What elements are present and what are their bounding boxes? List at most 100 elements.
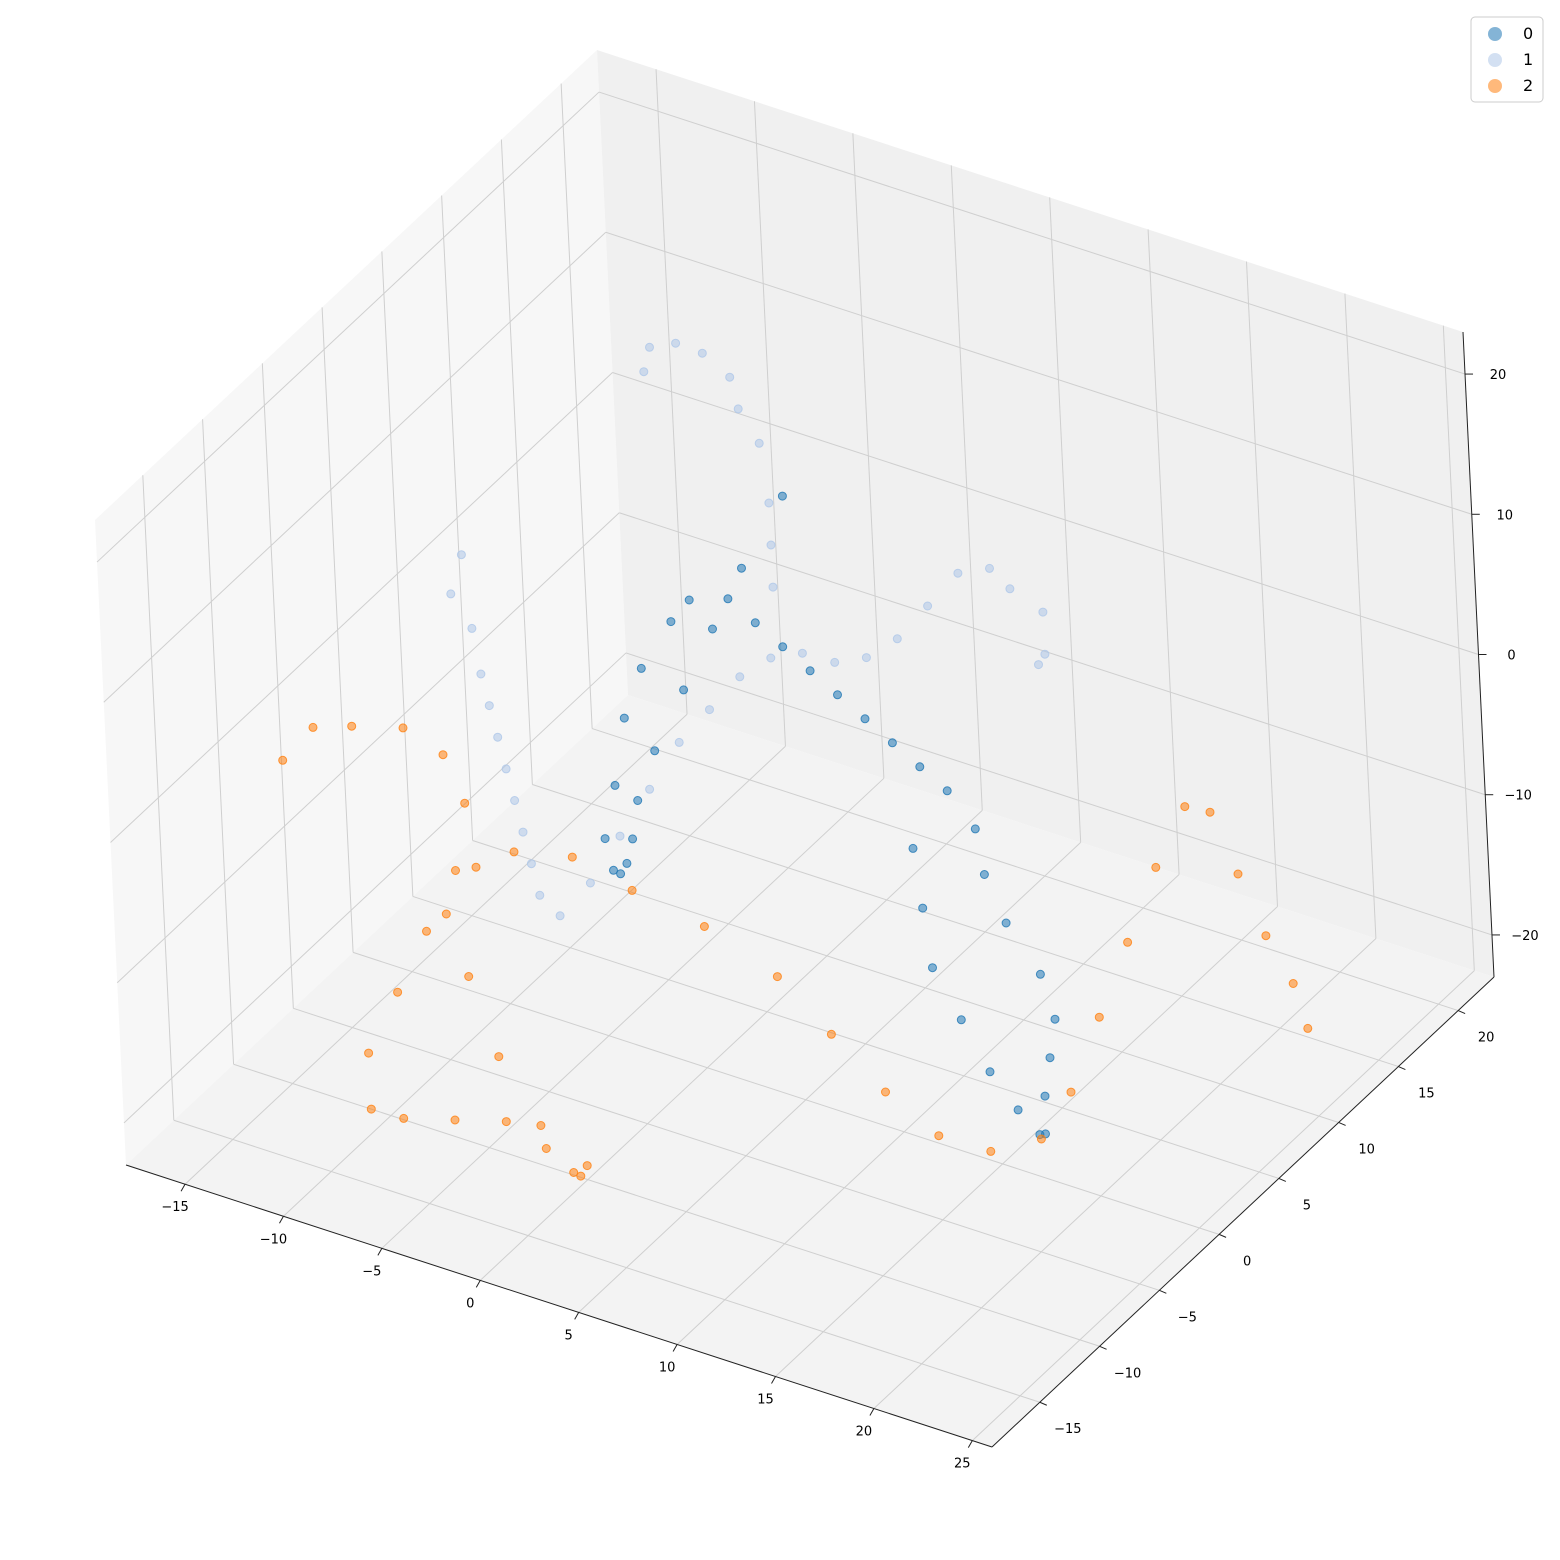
data-points (278, 338, 1313, 1181)
grid-y-floor (233, 1063, 1100, 1347)
y-tick-mark (1398, 1066, 1406, 1070)
grid-x-floor (479, 809, 983, 1281)
x-tick-label: 0 (466, 1296, 474, 1311)
grid-y-floor (412, 895, 1280, 1179)
scatter-point-series-2 (438, 750, 448, 760)
scatter-point-series-2 (772, 972, 782, 982)
scatter-point-series-1 (923, 601, 933, 611)
scatter-point-series-0 (956, 1015, 966, 1025)
scatter-point-series-1 (467, 623, 477, 633)
y-tick-label: −10 (1114, 1366, 1141, 1381)
grid-x-floor (578, 842, 1082, 1313)
y-tick-label: 20 (1478, 1031, 1495, 1046)
scatter-point-series-1 (476, 669, 486, 679)
z-tick-label: −20 (1511, 929, 1538, 944)
scatter-point-series-1 (768, 582, 778, 592)
grid-z-left (123, 652, 627, 1124)
grid-y-floor (293, 1007, 1160, 1291)
scatter-point-series-2 (451, 866, 460, 875)
scatter-point-series-0 (636, 663, 646, 673)
scatter-point-series-2 (541, 1144, 551, 1153)
y-tick-label: −15 (1054, 1422, 1081, 1437)
z-tick-label: 10 (1496, 508, 1513, 523)
y-tick-mark (1039, 1401, 1048, 1406)
grid-x-floor (381, 777, 885, 1249)
scatter-point-series-0 (737, 563, 746, 573)
grid-z-back (605, 231, 1472, 515)
grid-x-floor (775, 906, 1278, 1377)
scatter-point-series-2 (536, 1121, 546, 1130)
scatter-point-series-0 (1001, 918, 1011, 928)
scatter-point-series-1 (585, 878, 595, 888)
x-tick-label: 10 (659, 1360, 676, 1375)
grid-y-floor (591, 728, 1459, 1012)
scatter-point-series-1 (639, 367, 649, 377)
scatter-point-series-2 (881, 1087, 890, 1097)
scatter-point-series-2 (1180, 802, 1190, 812)
scatter-point-series-2 (278, 755, 288, 765)
scatter-point-series-1 (526, 859, 536, 869)
grid-z-left (103, 231, 607, 703)
scatter-point-series-1 (861, 653, 871, 663)
legend-marker-1 (1488, 53, 1502, 67)
scatter-point-series-0 (1040, 1091, 1050, 1101)
scatter-point-series-0 (708, 624, 717, 634)
scatter-point-series-1 (705, 705, 714, 715)
scatter-point-series-0 (908, 843, 918, 853)
scatter-point-series-0 (942, 786, 952, 796)
scatter-point-series-0 (650, 746, 660, 756)
x-tick-mark (672, 1344, 678, 1352)
legend: 0 1 2 (1470, 16, 1544, 103)
scatter-point-series-0 (628, 834, 638, 844)
scatter-point-series-0 (985, 1067, 995, 1077)
scatter-point-series-0 (918, 903, 928, 913)
scatter-point-series-2 (1123, 937, 1133, 947)
scatter-point-series-2 (1094, 1012, 1104, 1022)
scatter-point-series-1 (1038, 607, 1048, 617)
legend-marker-2 (1488, 79, 1502, 93)
scatter-point-series-0 (622, 858, 632, 868)
y-tick-mark (1218, 1233, 1227, 1238)
grid-x-floor (873, 938, 1377, 1409)
scatter-point-series-2 (1303, 1023, 1313, 1033)
grid-z-back (598, 91, 1466, 375)
scatter-point-series-0 (1013, 1105, 1023, 1115)
scatter-point-series-2 (460, 798, 470, 808)
scatter-point-series-0 (777, 491, 787, 501)
grid-x-floor (971, 970, 1475, 1441)
scatter-point-series-1 (697, 348, 707, 358)
x-tick-mark (180, 1183, 186, 1192)
scatter-point-series-2 (1036, 1134, 1046, 1144)
scatter-point-series-0 (750, 618, 760, 628)
x-tick-label: 5 (565, 1328, 573, 1343)
scatter-point-series-1 (518, 827, 528, 837)
x-tick-mark (869, 1408, 875, 1416)
grid-z-left (110, 372, 613, 843)
scatter-point-series-2 (398, 723, 408, 733)
scatter-point-series-2 (464, 972, 474, 981)
z-tick-label: 20 (1490, 368, 1507, 383)
scatter-point-series-0 (666, 617, 676, 627)
scatter-point-series-2 (627, 885, 637, 895)
x-tick-mark (475, 1280, 481, 1288)
scatter-point-series-0 (723, 594, 733, 604)
x-tick-mark (279, 1216, 284, 1224)
legend-label-1: 1 (1523, 50, 1533, 69)
scatter-point-series-1 (735, 672, 745, 682)
scatter-point-series-1 (493, 732, 503, 742)
scatter-point-series-1 (484, 701, 494, 711)
scatter-point-series-2 (1288, 979, 1298, 988)
y-tick-mark (1099, 1345, 1107, 1350)
grid-z-left (96, 91, 600, 563)
scatter-point-series-2 (699, 922, 709, 931)
y-tick-mark (1278, 1177, 1287, 1182)
scatter-point-series-1 (953, 568, 963, 578)
y-tick-mark (1159, 1289, 1167, 1294)
scatter-point-series-0 (970, 824, 980, 834)
scatter-point-series-2 (509, 847, 519, 857)
floor-pane (126, 695, 1494, 1447)
scatter-point-series-2 (1066, 1087, 1076, 1097)
scatter-point-series-0 (679, 685, 689, 695)
scatter-point-series-1 (1040, 649, 1050, 659)
scatter-point-series-2 (399, 1113, 409, 1123)
